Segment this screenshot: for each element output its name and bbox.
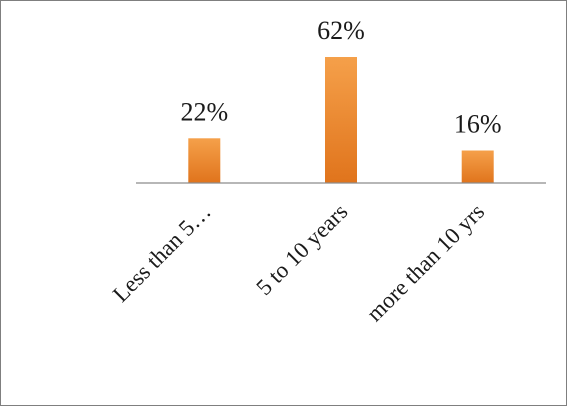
data-label-0: 22% [180,97,228,126]
category-label-2: more than 10 yrs [362,199,489,326]
data-label-2: 16% [454,110,502,139]
bar-2 [461,150,494,183]
bar-1 [325,57,357,183]
data-label-1: 62% [317,16,365,45]
bar-0 [188,138,221,183]
category-label-0: Less than 5… [108,199,216,307]
category-label-1: 5 to 10 years [251,199,352,300]
